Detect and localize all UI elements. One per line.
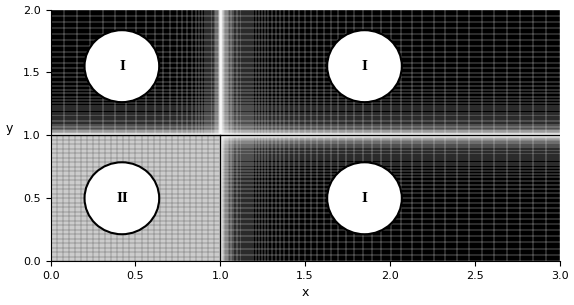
Ellipse shape <box>84 162 159 234</box>
Bar <box>51 135 220 261</box>
Bar <box>220 135 560 261</box>
Bar <box>51 9 560 135</box>
Text: I: I <box>362 60 367 73</box>
Text: I: I <box>119 60 125 73</box>
Text: I: I <box>362 192 367 205</box>
Text: II: II <box>116 192 128 205</box>
Y-axis label: y: y <box>6 122 13 135</box>
X-axis label: x: x <box>301 286 309 300</box>
Ellipse shape <box>327 162 402 234</box>
Ellipse shape <box>327 30 402 102</box>
Ellipse shape <box>84 30 159 102</box>
